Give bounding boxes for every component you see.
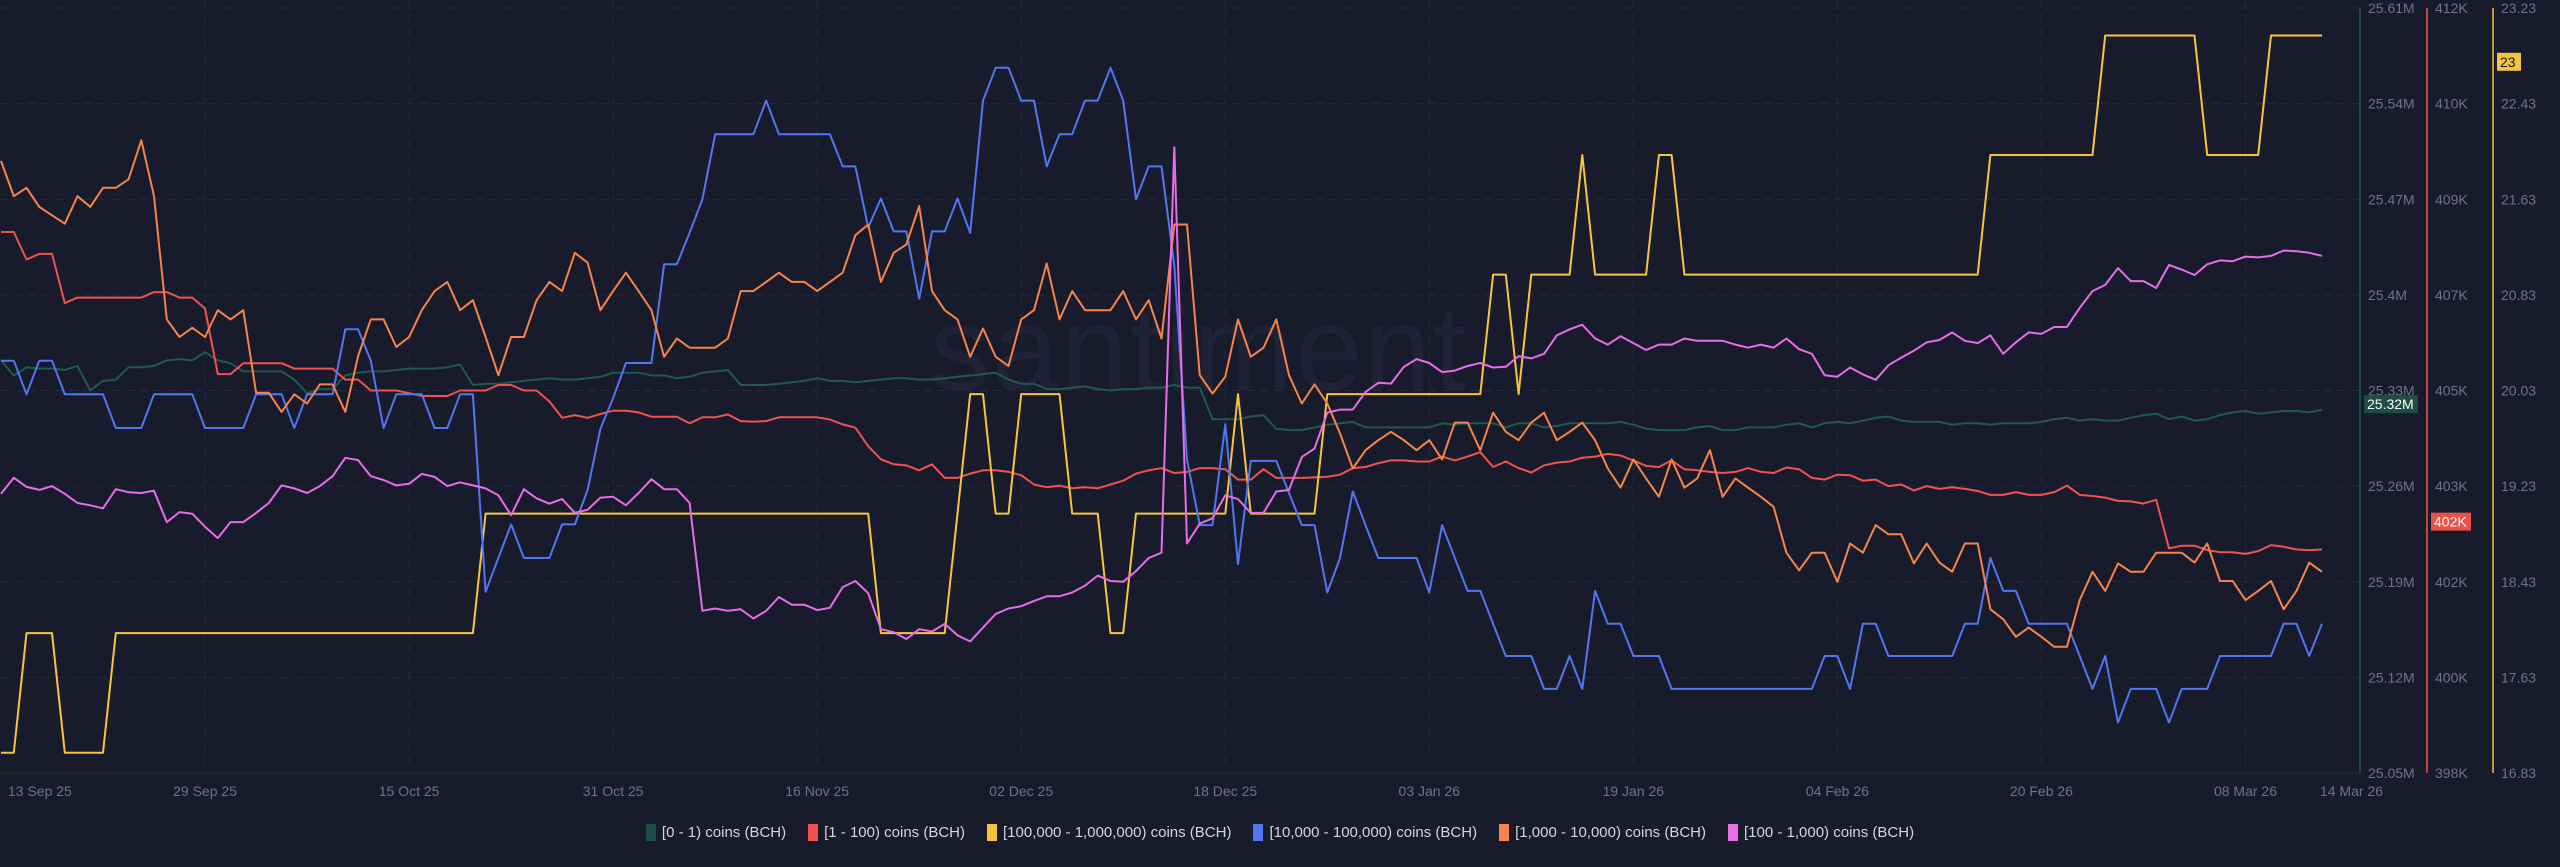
legend-label: [0 - 1) coins (BCH): [661, 824, 787, 841]
red-axis-tick-label: 400K: [2435, 669, 2468, 685]
legend-label: [1 - 100) coins (BCH): [824, 824, 965, 841]
yellow-axis-tick-label: 19.23: [2501, 478, 2536, 494]
yellow-axis-tick-label: 20.83: [2501, 287, 2536, 303]
green-axis-tick-label: 25.33M: [2368, 383, 2415, 399]
legend-label: [100,000 - 1,000,000) coins (BCH): [1003, 824, 1232, 841]
y-axes: 25.61M 25.54M 25.47M 25.4M 25.33M 25.26M 25.19…: [2359, 0, 2536, 781]
legend-item-100-1k[interactable]: [100 - 1,000) coins (BCH): [1728, 824, 1914, 841]
yellow-last-value-label: 23: [2500, 54, 2516, 70]
red-axis-tick-label: 412K: [2435, 0, 2468, 16]
x-tick-label: 02 Dec 25: [989, 783, 1053, 799]
green-last-value-badge: [2364, 395, 2418, 414]
x-tick-label: 04 Feb 26: [1806, 783, 1869, 799]
red-last-value-label: 402K: [2434, 514, 2467, 530]
legend-label: [1,000 - 10,000) coins (BCH): [1515, 824, 1706, 841]
x-tick-label: 19 Jan 26: [1603, 783, 1665, 799]
yellow-axis-tick-label: 23.23: [2501, 0, 2536, 16]
legend-item-10k-100k[interactable]: [10,000 - 100,000) coins (BCH): [1253, 824, 1477, 841]
legend-item-0-1[interactable]: [0 - 1) coins (BCH): [645, 824, 787, 841]
x-tick-label: 20 Feb 26: [2010, 783, 2073, 799]
x-tick-label: 29 Sep 25: [173, 783, 237, 799]
red-axis-tick-label: 410K: [2435, 96, 2468, 112]
x-tick-label: 14 Mar 26: [2320, 783, 2383, 799]
red-axis-tick-label: 403K: [2435, 478, 2468, 494]
x-tick-label: 16 Nov 25: [785, 783, 849, 799]
yellow-axis-tick-label: 20.03: [2501, 383, 2536, 399]
legend-swatch: [1728, 824, 1738, 841]
green-axis-tick-label: 25.61M: [2368, 0, 2415, 16]
x-tick-label: 15 Oct 25: [379, 783, 440, 799]
legend-item-1-100[interactable]: [1 - 100) coins (BCH): [808, 824, 965, 841]
red-axis-tick-label: 398K: [2435, 765, 2468, 781]
watermark-santiment: santiment: [930, 282, 1468, 416]
yellow-axis-tick-label: 17.63: [2501, 669, 2536, 685]
red-axis-tick-label: 407K: [2435, 287, 2468, 303]
green-axis-tick-label: 25.54M: [2368, 96, 2415, 112]
x-tick-label: 03 Jan 26: [1399, 783, 1461, 799]
legend-label: [100 - 1,000) coins (BCH): [1744, 824, 1915, 841]
series-line-0: [0, 351, 2323, 432]
series-line-3: [1, 66, 2323, 724]
red-axis-tick-label: 409K: [2435, 191, 2468, 207]
legend-swatch: [808, 824, 819, 841]
yellow-axis-tick-label: 18.43: [2501, 574, 2536, 590]
green-axis-tick-label: 25.47M: [2368, 191, 2415, 207]
legend: [0 - 1) coins (BCH) [1 - 100) coins (BCH…: [0, 824, 2560, 841]
x-axis: 13 Sep 25 29 Sep 25 15 Oct 25 31 Oct 25 16 N…: [8, 783, 2383, 799]
series-lines: [0, 34, 2323, 754]
legend-item-100k-1m[interactable]: [100,000 - 1,000,000) coins (BCH): [987, 824, 1231, 841]
legend-label: [10,000 - 100,000) coins (BCH): [1269, 824, 1478, 841]
x-tick-label: 08 Mar 26: [2214, 783, 2277, 799]
x-tick-label: 31 Oct 25: [583, 783, 644, 799]
green-axis-tick-label: 25.05M: [2368, 765, 2415, 781]
yellow-axis-tick-label: 16.83: [2501, 765, 2536, 781]
yellow-axis-tick-label: 21.63: [2501, 191, 2536, 207]
legend-swatch: [1499, 824, 1510, 841]
series-line-2: [1, 34, 2322, 754]
x-tick-label: 18 Dec 25: [1193, 783, 1257, 799]
yellow-axis-tick-label: 22.43: [2501, 96, 2536, 112]
green-axis-tick-label: 25.4M: [2368, 287, 2407, 303]
red-last-value-badge: [2431, 512, 2471, 531]
green-axis-tick-label: 25.12M: [2368, 669, 2415, 685]
series-line-4: [0, 139, 2323, 648]
legend-swatch: [645, 824, 656, 841]
red-axis-tick-label: 405K: [2435, 383, 2468, 399]
x-tick-label: 13 Sep 25: [8, 783, 72, 799]
legend-swatch: [1253, 824, 1264, 841]
red-axis-tick-label: 402K: [2435, 574, 2468, 590]
green-axis-tick-label: 25.26M: [2368, 478, 2415, 494]
legend-item-1k-10k[interactable]: [1,000 - 10,000) coins (BCH): [1499, 824, 1706, 841]
legend-swatch: [987, 824, 997, 841]
green-axis-tick-label: 25.19M: [2368, 574, 2415, 590]
series-line-5: [0, 146, 2323, 643]
yellow-last-value-badge: [2497, 52, 2521, 71]
series-line-1: [1, 231, 2323, 555]
green-last-value-label: 25.32M: [2367, 396, 2414, 412]
grid: [0, 0, 2360, 774]
